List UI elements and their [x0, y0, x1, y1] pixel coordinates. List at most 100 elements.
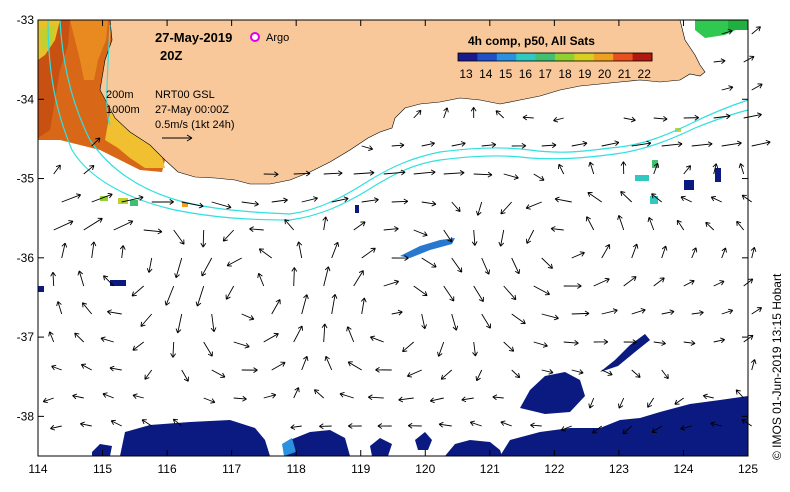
current-arrow — [631, 140, 652, 147]
legend-tick-label: 16 — [519, 67, 533, 81]
credit-text: © IMOS 01-Jun-2019 13:15 Hobart — [770, 273, 784, 460]
y-tick-label: -35 — [17, 172, 35, 186]
current-arrow — [750, 246, 757, 259]
current-arrow — [511, 142, 527, 149]
y-tick-label: -33 — [17, 13, 35, 27]
current-arrow — [360, 297, 367, 315]
current-arrow — [370, 335, 384, 343]
current-arrow — [121, 195, 144, 203]
current-arrow — [398, 396, 414, 403]
current-arrow — [324, 355, 333, 371]
isobaths — [47, 19, 749, 221]
current-arrow — [601, 369, 613, 376]
x-axis: 114 115 116 117 118 119 120 121 122 123 124 125 — [28, 20, 758, 476]
plot-frame — [37, 19, 749, 457]
current-arrow — [651, 193, 662, 203]
legend-frame — [457, 52, 653, 62]
current-arrow — [702, 393, 714, 400]
current-arrow — [438, 421, 452, 428]
argo-label: Argo — [266, 32, 289, 44]
current-arrow — [674, 397, 684, 405]
current-arrow — [361, 197, 379, 203]
current-arrow — [601, 308, 618, 315]
current-arrow — [712, 163, 719, 175]
current-arrow — [203, 397, 216, 404]
current-arrow — [587, 191, 602, 203]
current-arrow — [61, 242, 68, 259]
current-arrow — [571, 310, 590, 317]
current-arrow — [100, 336, 114, 343]
current-arrow — [146, 257, 153, 273]
current-arrow — [530, 422, 542, 429]
current-arrow — [622, 425, 633, 435]
current-arrow — [750, 359, 757, 371]
current-arrow — [451, 141, 466, 147]
current-arrow — [170, 341, 176, 358]
current-arrow — [361, 247, 376, 259]
current-arrow — [735, 389, 745, 399]
current-arrow — [476, 201, 483, 216]
current-arrow — [284, 219, 295, 231]
current-arrow — [233, 395, 247, 402]
current-arrow — [61, 193, 82, 203]
current-arrow — [631, 369, 641, 378]
current-arrow — [541, 142, 557, 149]
current-arrow — [631, 243, 639, 259]
current-arrow — [421, 257, 437, 268]
current-arrow — [103, 275, 115, 287]
current-arrow — [620, 161, 627, 175]
current-arrow — [676, 219, 685, 231]
current-arrow — [585, 216, 595, 231]
current-arrow — [653, 115, 668, 122]
x-tick-label: 115 — [93, 462, 112, 476]
x-tick-label: 122 — [544, 462, 564, 476]
current-arrow — [683, 165, 692, 175]
x-tick-label: 124 — [673, 462, 693, 476]
current-arrow — [80, 421, 92, 428]
current-arrow — [42, 397, 54, 404]
current-arrow — [391, 255, 409, 261]
current-arrow — [443, 170, 465, 176]
current-arrow — [713, 337, 726, 344]
current-arrow — [346, 326, 355, 343]
current-arrow — [322, 216, 329, 231]
current-arrow — [592, 425, 602, 434]
current-arrow — [301, 196, 318, 203]
legend-title: 4h comp, p50, All Sats — [468, 34, 595, 48]
current-arrow — [647, 217, 655, 231]
current-arrow — [201, 257, 213, 277]
current-arrow — [348, 423, 362, 429]
current-arrow — [407, 422, 422, 429]
warm-sst-patch — [38, 20, 188, 207]
current-arrow — [50, 271, 57, 287]
x-tick-label: 123 — [609, 462, 629, 476]
x-tick-label: 114 — [28, 462, 47, 476]
current-arrow — [53, 164, 61, 175]
x-tick-label: 116 — [158, 462, 177, 476]
current-arrow — [391, 309, 403, 316]
x-tick-label: 121 — [480, 462, 500, 476]
current-arrow — [81, 302, 93, 315]
x-tick-label: 117 — [222, 462, 241, 476]
current-arrow — [53, 220, 74, 231]
current-arrow — [550, 226, 564, 232]
current-arrow — [481, 313, 491, 329]
current-arrow — [541, 313, 559, 321]
current-arrow — [451, 201, 461, 212]
current-arrow — [471, 229, 478, 246]
current-arrow — [601, 140, 620, 147]
current-arrow — [593, 277, 610, 287]
y-tick-label: -36 — [17, 251, 35, 265]
current-arrow — [263, 171, 279, 178]
current-arrow — [661, 369, 669, 380]
current-arrow — [195, 285, 205, 307]
current-arrow — [323, 266, 331, 287]
argo-marker-icon — [250, 32, 260, 42]
current-arrow — [74, 332, 85, 343]
current-arrow — [713, 58, 726, 65]
current-arrow — [257, 272, 265, 287]
current-arrow — [413, 285, 428, 297]
current-arrow — [647, 397, 655, 408]
current-arrow — [721, 247, 727, 259]
current-arrow — [293, 325, 303, 343]
